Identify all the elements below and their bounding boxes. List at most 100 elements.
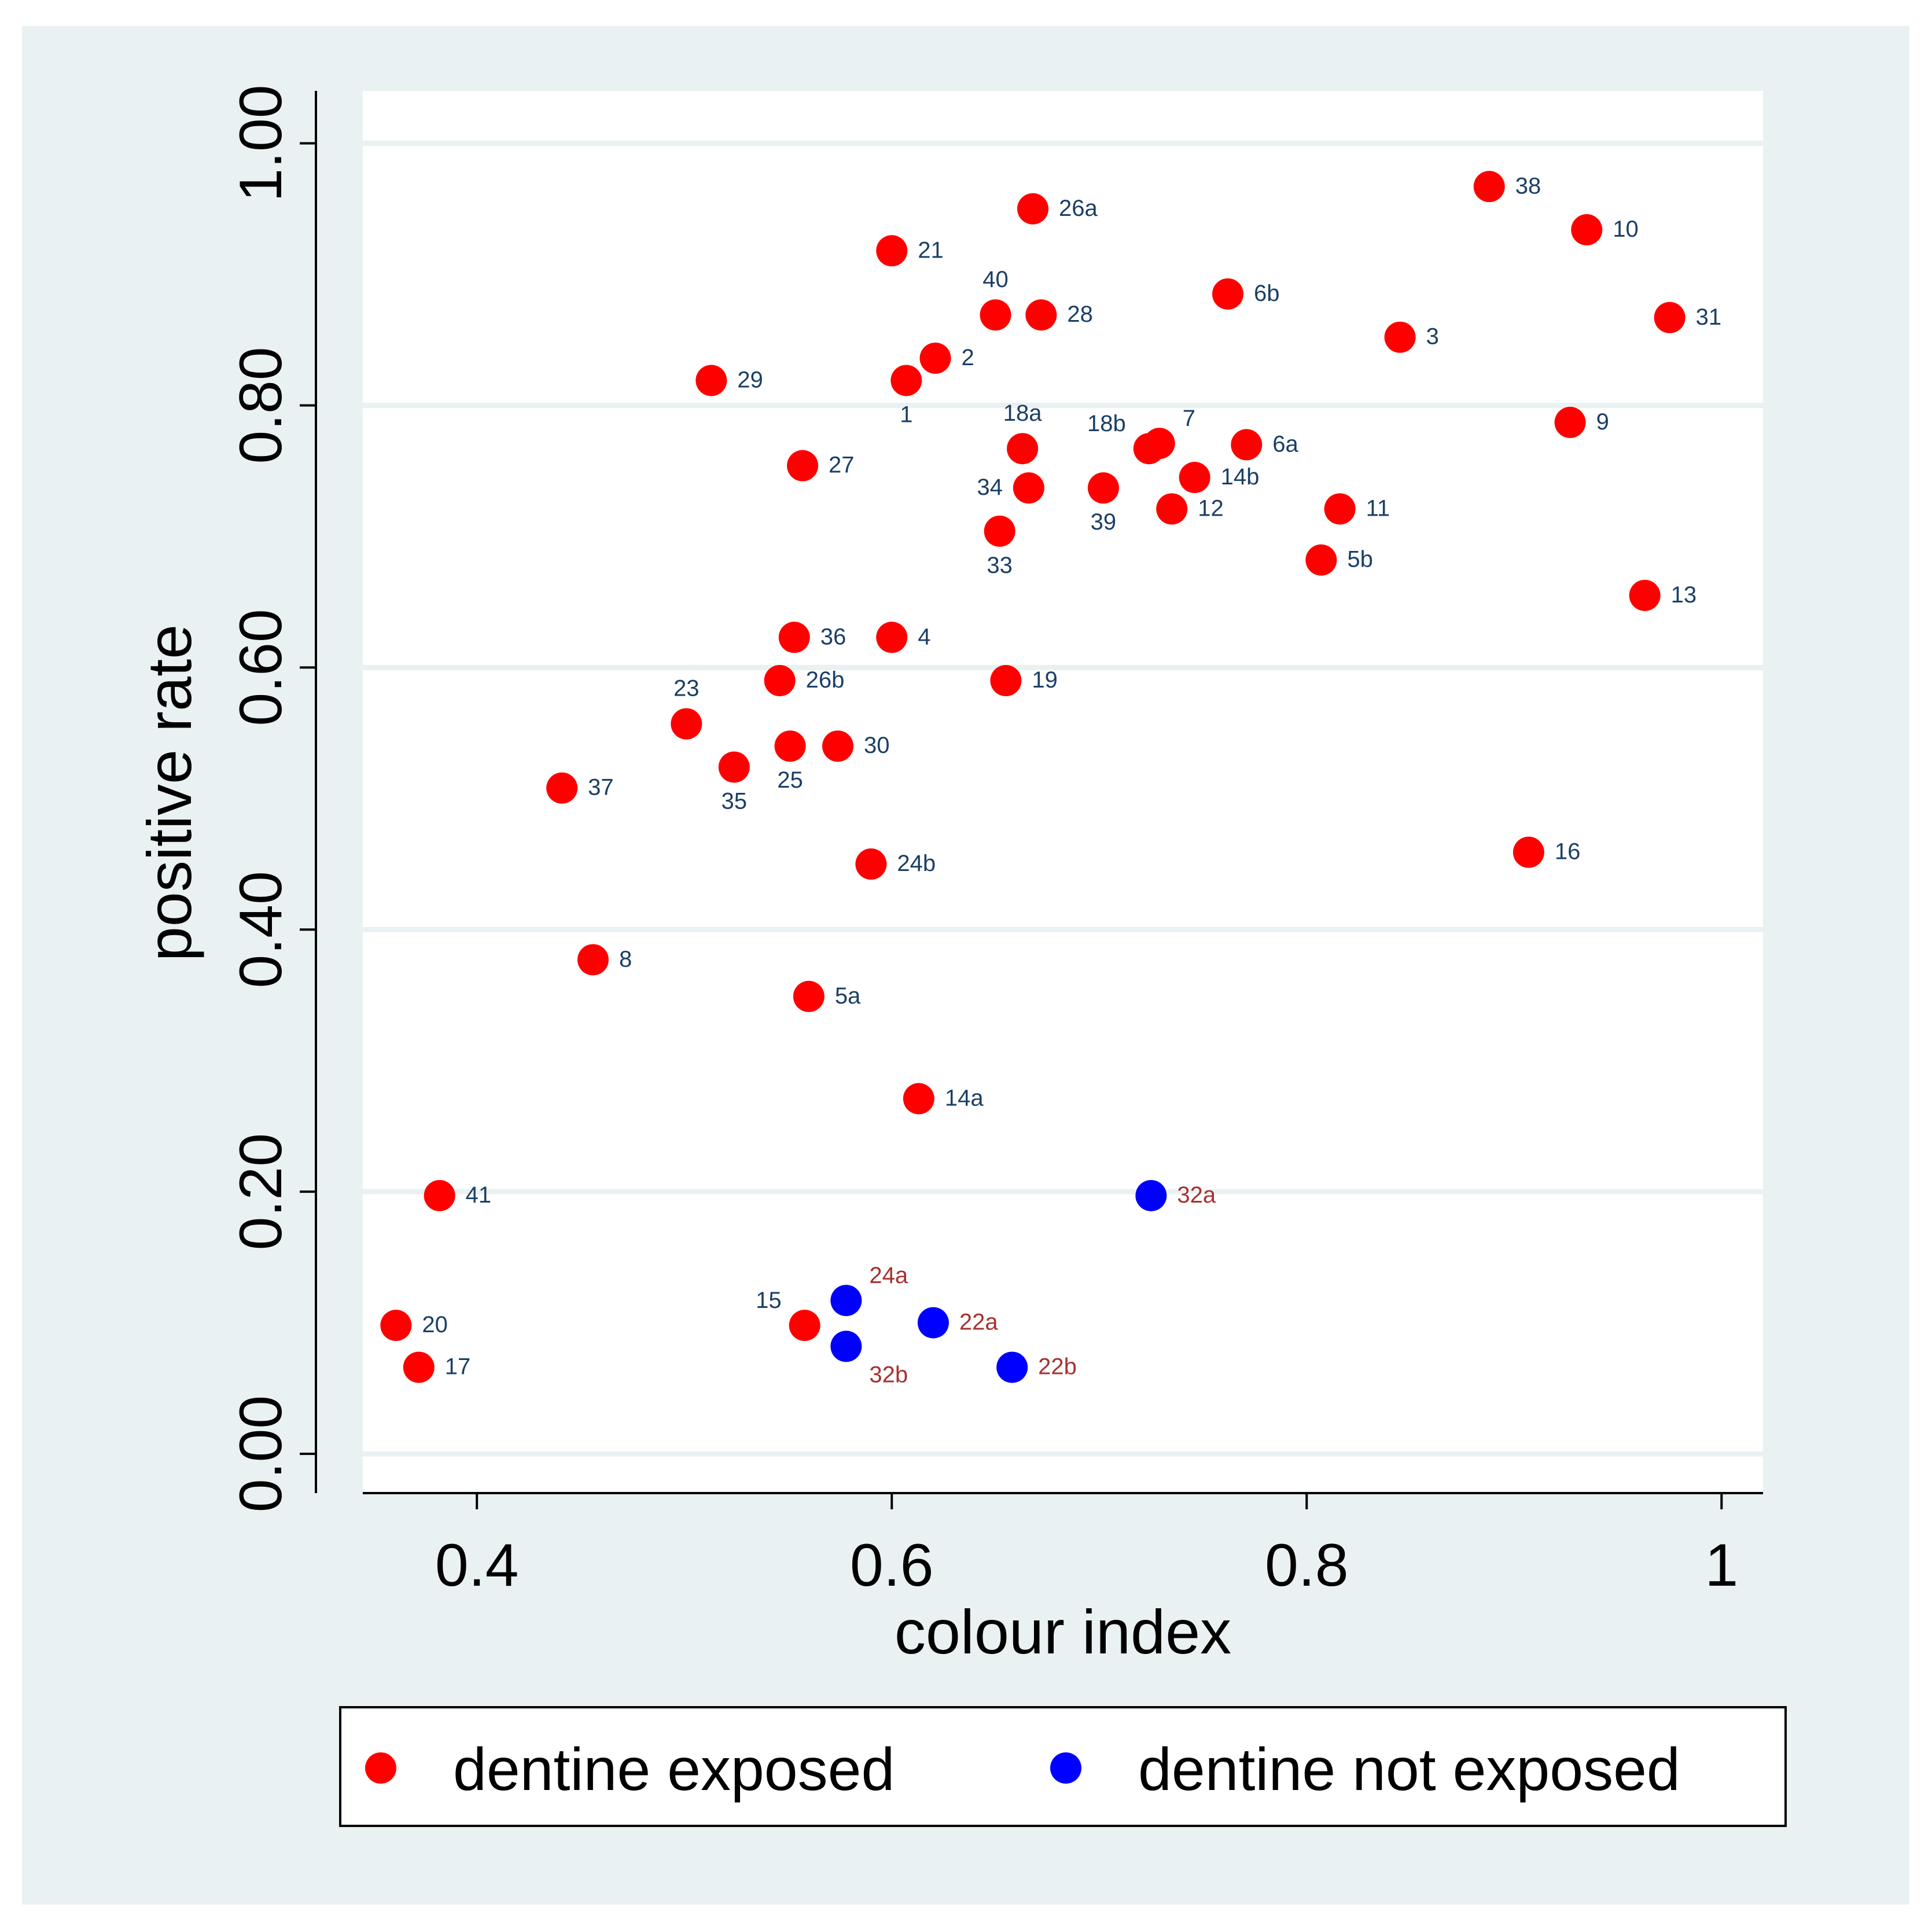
point-39 [1087,472,1119,504]
point-label-21: 21 [918,237,944,263]
y-tick-label: 0.20 [227,1133,295,1250]
point-label-26b: 26b [806,667,845,693]
y-tick-label: 0.40 [227,871,295,988]
point-3 [1384,321,1416,353]
x-tick-label: 0.6 [850,1532,934,1599]
series-dentine-not-exposed: 32a 24a 22a 32b 22b [830,1179,1216,1387]
point-14a [903,1083,934,1115]
point-40 [980,299,1011,331]
point-label-23: 23 [674,676,700,701]
point-36 [778,622,810,653]
point-label-18a: 18a [1003,400,1042,426]
x-tick-label: 0.4 [435,1532,519,1599]
point-label-14b: 14b [1221,464,1260,490]
point-label-6b: 6b [1254,281,1280,306]
point-9 [1554,406,1586,438]
point-label-15: 15 [756,1288,782,1313]
point-label-1: 1 [900,402,912,427]
point-label-19: 19 [1032,667,1058,693]
point-22b [996,1351,1028,1383]
point-23 [671,708,702,740]
point-label-18b: 18b [1087,411,1126,436]
point-12 [1156,493,1188,525]
point-35 [718,751,750,783]
point-label-38: 38 [1515,173,1541,199]
point-label-40: 40 [982,267,1009,292]
point-label-22a: 22a [959,1310,998,1335]
x-axis-title: colour index [895,1597,1231,1667]
point-31 [1654,302,1686,333]
axis-ticks: 0.4 0.6 0.8 1 0.00 0.20 0.40 0.60 0.80 1.00 [227,84,1738,1599]
point-5a [793,980,825,1012]
point-37 [546,772,578,804]
point-22a [917,1307,949,1339]
point-34 [1013,472,1044,504]
point-label-11: 11 [1366,495,1390,521]
point-label-35: 35 [721,788,747,814]
point-4 [876,622,908,653]
point-7 [1143,428,1175,460]
point-label-28: 28 [1067,302,1093,327]
legend-marker-dentine-exposed [365,1752,396,1784]
point-24a [830,1285,862,1317]
x-tick-label: 0.8 [1265,1532,1349,1599]
point-21 [876,235,908,267]
point-label-13: 13 [1671,582,1697,608]
point-25 [774,730,806,762]
point-5b [1305,544,1337,576]
point-label-24b: 24b [897,851,936,876]
point-label-27: 27 [829,453,855,478]
point-33 [984,515,1015,547]
point-label-3: 3 [1426,324,1439,350]
point-24b [855,848,887,880]
point-38 [1473,171,1505,203]
point-26a [1017,193,1049,225]
point-label-25: 25 [777,767,803,793]
y-axis-title: positive rate [134,624,204,961]
legend-label-dentine-not-exposed: dentine not exposed [1138,1736,1680,1803]
point-label-2: 2 [962,345,974,370]
point-16 [1513,836,1544,868]
point-label-41: 41 [466,1182,492,1208]
point-label-14a: 14a [945,1085,984,1111]
point-41 [424,1179,455,1211]
point-6a [1231,429,1263,461]
legend: dentine exposed dentine not exposed [339,1706,1787,1827]
point-label-9: 9 [1596,409,1609,435]
point-label-22b: 22b [1038,1354,1077,1380]
point-label-7: 7 [1183,406,1195,431]
point-13 [1629,579,1661,611]
point-8 [577,944,609,976]
point-29 [695,365,727,396]
point-label-5a: 5a [835,983,861,1009]
point-19 [990,665,1022,697]
x-tick-label: 1 [1705,1532,1738,1599]
legend-marker-dentine-not-exposed [1050,1752,1081,1784]
y-tick-label: 0.00 [227,1395,295,1512]
point-label-31: 31 [1696,304,1722,330]
plot-area [363,91,1763,1493]
point-10 [1571,214,1603,246]
point-11 [1324,493,1356,525]
point-17 [403,1351,435,1383]
point-18a [1007,433,1039,465]
point-label-5b: 5b [1347,547,1373,572]
point-label-32a: 32a [1177,1182,1216,1208]
point-label-10: 10 [1613,216,1639,242]
point-label-6a: 6a [1272,431,1298,457]
point-label-20: 20 [422,1312,448,1337]
point-label-34: 34 [977,475,1003,500]
y-tick-label: 0.80 [227,347,295,464]
point-label-36: 36 [820,624,847,649]
point-label-30: 30 [864,733,890,758]
point-label-4: 4 [918,624,930,649]
point-label-39: 39 [1091,509,1117,535]
point-label-12: 12 [1198,495,1224,521]
y-tick-label: 1.00 [227,84,295,201]
point-15 [789,1310,820,1341]
legend-label-dentine-exposed: dentine exposed [453,1736,895,1803]
y-tick-label: 0.60 [227,609,295,726]
point-30 [822,730,854,762]
